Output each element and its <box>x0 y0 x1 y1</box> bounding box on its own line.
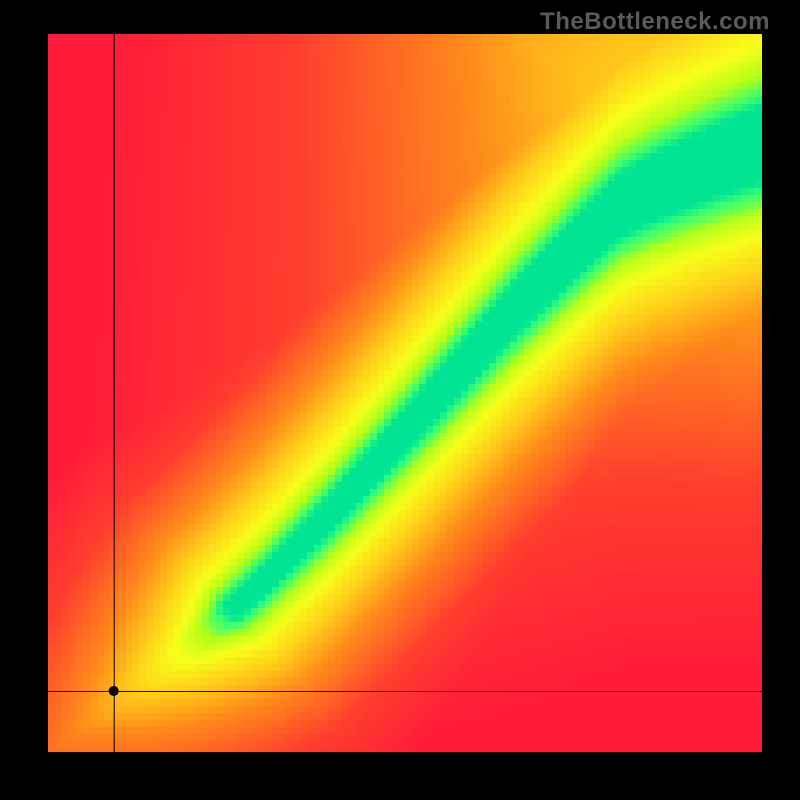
chart-frame: TheBottleneck.com <box>0 0 800 800</box>
bottleneck-heatmap <box>0 0 800 800</box>
watermark-text: TheBottleneck.com <box>540 8 770 36</box>
